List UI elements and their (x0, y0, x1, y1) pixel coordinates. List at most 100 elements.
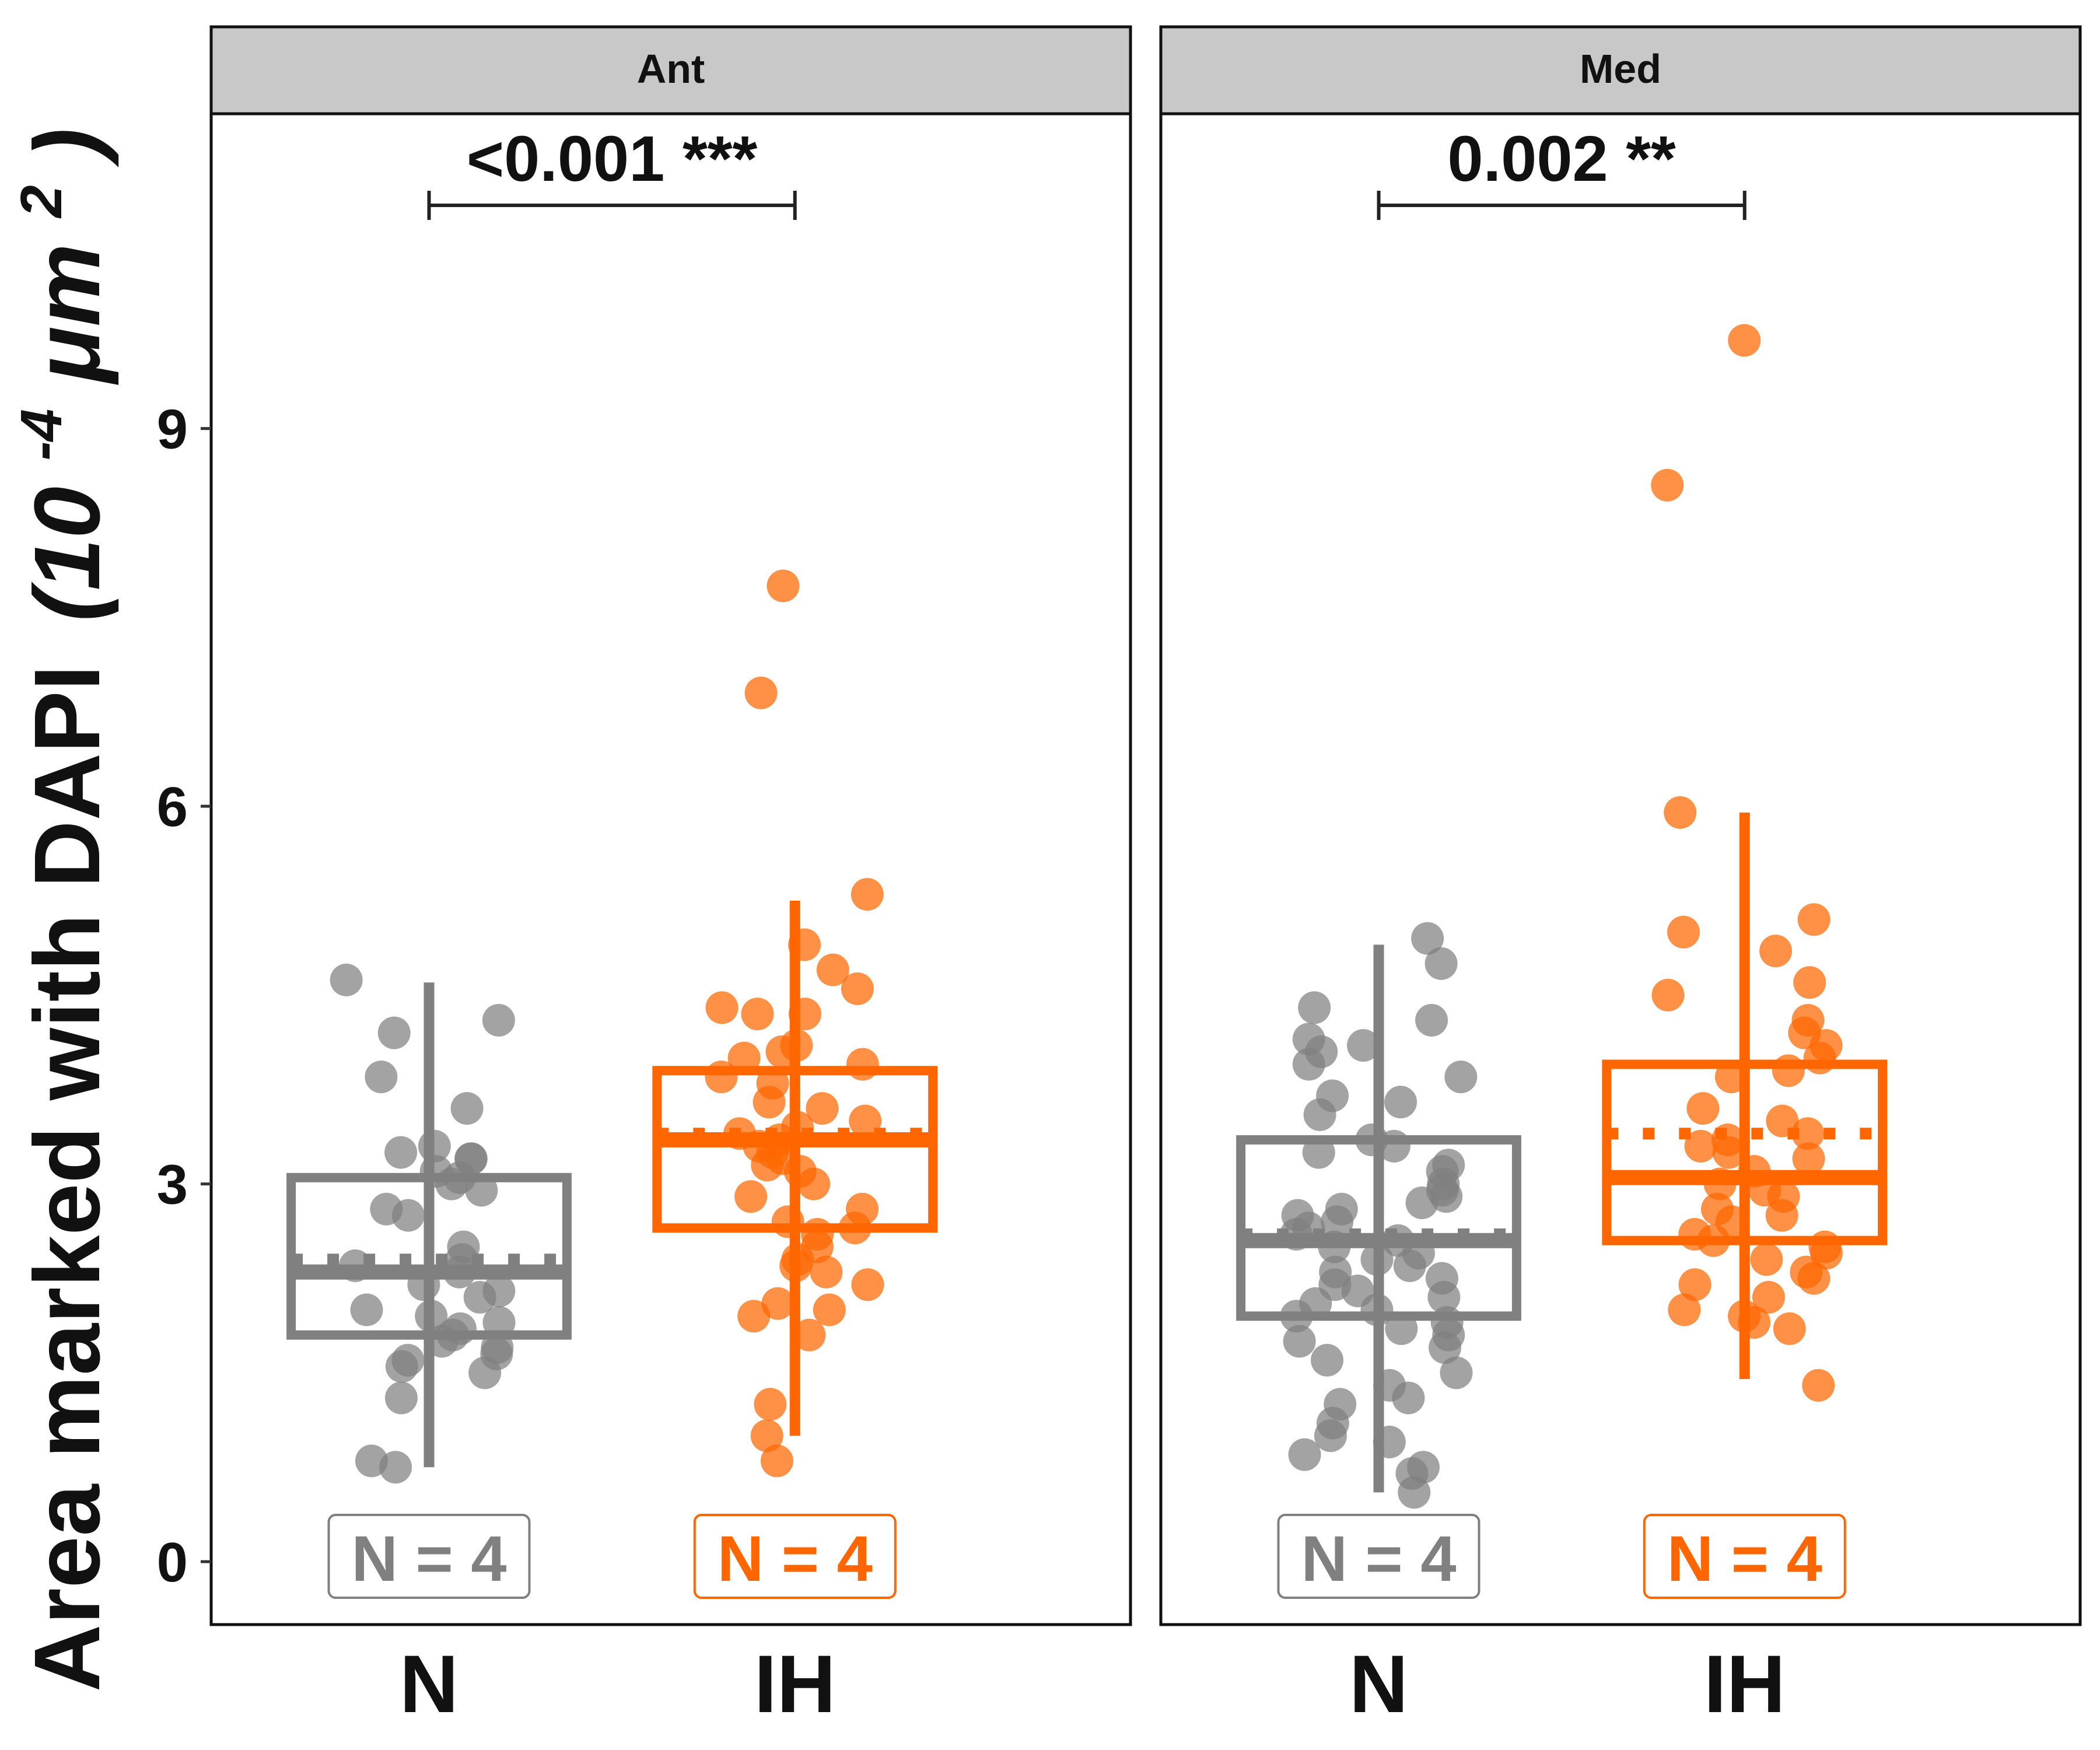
n-label-text: N = 4 (352, 1523, 507, 1595)
data-point (330, 963, 363, 996)
data-point (1750, 1243, 1783, 1276)
data-point (482, 1004, 515, 1037)
data-point (425, 1325, 459, 1358)
significance-label: <0.001 *** (467, 123, 758, 195)
data-point (1664, 796, 1697, 829)
y-axis-label-unit-exp: -4 (9, 409, 74, 461)
group-ih: N = 4 (652, 569, 938, 1599)
y-tick-label-3: 3 (157, 1154, 188, 1216)
data-point (1793, 966, 1826, 999)
data-point (1668, 1293, 1701, 1326)
group-ih: N = 4 (1602, 324, 1888, 1599)
n-label-box (1643, 1514, 1846, 1599)
data-point (1298, 991, 1331, 1024)
x-category-label: N (400, 1638, 459, 1730)
data-point (734, 1180, 768, 1213)
data-point (1678, 1268, 1712, 1301)
data-point (385, 1350, 418, 1383)
data-point (1738, 1306, 1771, 1339)
data-point (771, 1205, 804, 1238)
data-point (391, 1199, 425, 1232)
panel-ant: Ant N = 4 N N = 4 IH <0.001 *** (209, 25, 1132, 1730)
data-point (1427, 1280, 1461, 1314)
data-point (468, 1356, 502, 1390)
data-point (1684, 1129, 1717, 1163)
y-axis-label: Area marked with DAPI (10 -4 μm 2 ) (0, 128, 119, 1692)
y-tick-label-0: 0 (157, 1531, 188, 1594)
y-axis-label-unit-close: ) (15, 128, 119, 168)
group-n: N = 4 (286, 963, 572, 1599)
data-point (1292, 1048, 1325, 1081)
n-label: N = 4 (1277, 1514, 1480, 1599)
x-category-label: IH (754, 1638, 836, 1730)
n-label: N = 4 (1643, 1514, 1846, 1599)
data-point (851, 1268, 884, 1301)
strip-label: Ant (637, 46, 705, 92)
strip-header (1159, 25, 2082, 116)
data-point (741, 998, 774, 1031)
data-point (377, 1016, 411, 1049)
n-label: N = 4 (327, 1514, 531, 1599)
box (1602, 1059, 1888, 1245)
data-point (1797, 1262, 1831, 1295)
data-point (752, 1086, 786, 1119)
data-point (806, 1092, 839, 1125)
data-point (1405, 1186, 1438, 1219)
data-point (1283, 1325, 1316, 1358)
data-point (813, 1293, 846, 1326)
data-point (1347, 1029, 1380, 1062)
panels: Ant N = 4 N N = 4 IH <0.001 *** Med N = 4 N N = 4… (209, 25, 2082, 1730)
data-point (1424, 947, 1458, 980)
data-point (754, 1388, 787, 1421)
data-point (415, 1300, 448, 1333)
panel-border (209, 112, 1132, 1626)
data-point (1667, 915, 1700, 949)
data-point (797, 1167, 831, 1200)
data-point (1651, 978, 1685, 1012)
data-point (1803, 1041, 1836, 1074)
y-tick-label-6: 6 (157, 776, 188, 838)
data-point (1360, 1243, 1394, 1276)
data-point (1321, 1205, 1354, 1238)
data-point (705, 991, 738, 1024)
significance-bracket: <0.001 *** (427, 123, 797, 220)
data-point (850, 878, 884, 911)
data-point (1311, 1343, 1344, 1377)
group-n: N = 4 (1236, 922, 1521, 1599)
data-point (435, 1167, 468, 1200)
data-point (1398, 1476, 1431, 1509)
data-point (1373, 1426, 1406, 1459)
data-point (750, 1419, 783, 1452)
data-point (788, 998, 821, 1031)
y-axis-label-unit-exp2: 2 (9, 185, 74, 219)
data-point (1728, 324, 1761, 357)
data-point (788, 928, 821, 961)
data-point (751, 1149, 784, 1182)
data-point (350, 1293, 383, 1326)
data-point (1686, 1092, 1720, 1125)
data-point (1444, 1060, 1478, 1094)
data-point (1384, 1086, 1418, 1119)
n-label-box (327, 1514, 531, 1599)
data-point (450, 1092, 484, 1125)
data-point (766, 569, 800, 603)
data-point (1797, 903, 1831, 936)
data-point (846, 1048, 879, 1081)
data-point (849, 1104, 882, 1138)
y-axis-label-unit-mid: μm (15, 243, 119, 385)
data-point (744, 676, 778, 709)
box (1236, 1135, 1521, 1321)
data-point (1759, 935, 1793, 968)
data-point (1651, 468, 1684, 502)
data-point (1772, 1054, 1805, 1087)
y-axis-label-main: Area marked with DAPI (15, 665, 119, 1692)
data-point (1752, 1280, 1785, 1314)
strip-header (209, 25, 1132, 116)
data-point (1415, 1004, 1448, 1037)
data-point (1765, 1199, 1798, 1232)
data-point (1393, 1249, 1426, 1282)
data-point (1773, 1312, 1806, 1345)
data-point (1392, 1381, 1425, 1415)
data-point (816, 953, 849, 986)
